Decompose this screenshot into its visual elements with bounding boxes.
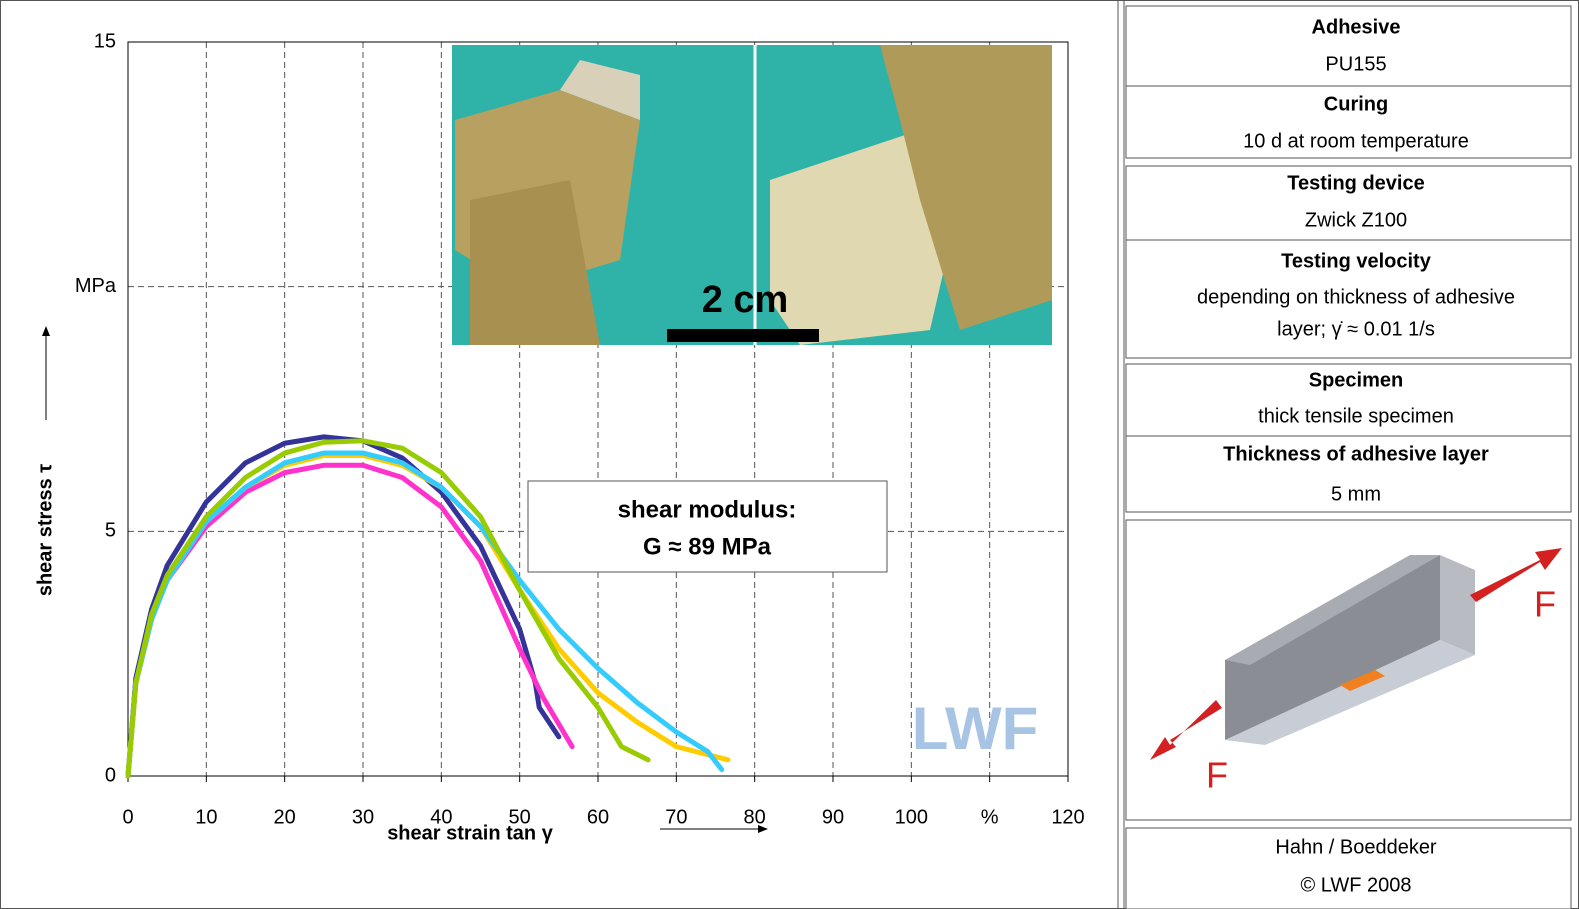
- value: 10 d at room temperature: [1243, 130, 1469, 152]
- photo: 2 cm: [452, 45, 1052, 345]
- copyright: © LWF 2008: [1300, 874, 1411, 896]
- value: PU155: [1325, 53, 1386, 75]
- x-tick-label: 20: [274, 806, 296, 828]
- logo: LWF: [912, 695, 1039, 762]
- y-axis-label: shear stress τ: [34, 464, 56, 596]
- modulus-box: shear modulus: G ≈ 89 MPa: [528, 481, 887, 572]
- x-tick-label: %: [981, 806, 999, 828]
- x-tick-label: 0: [122, 806, 133, 828]
- page: 05MPa150102030405060708090100%120 2 cm s…: [0, 0, 1579, 909]
- side-panel: Adhesive PU155 Curing 10 d at room tempe…: [1126, 6, 1571, 909]
- y-tick-label: MPa: [75, 275, 117, 297]
- annotation: G ≈ 89 MPa: [643, 533, 772, 560]
- label: Specimen: [1309, 369, 1403, 391]
- y-tick-label: 15: [94, 30, 116, 52]
- value: depending on thickness of adhesive: [1197, 286, 1515, 308]
- x-tick-label: 80: [744, 806, 766, 828]
- value: thick tensile specimen: [1258, 405, 1454, 427]
- x-tick-label: 10: [195, 806, 217, 828]
- label: Testing velocity: [1281, 250, 1432, 272]
- x-tick-label: 30: [352, 806, 374, 828]
- x-tick-label: 70: [665, 806, 687, 828]
- label: Adhesive: [1312, 16, 1401, 38]
- label: Testing device: [1287, 172, 1424, 194]
- author: Hahn / Boeddeker: [1275, 836, 1437, 858]
- value: layer; γ̇ ≈ 0.01 1/s: [1277, 318, 1435, 340]
- annotation: shear modulus:: [618, 496, 797, 523]
- x-axis-label: shear strain tan γ: [387, 822, 554, 844]
- value: Zwick Z100: [1305, 209, 1407, 231]
- y-tick-label: 0: [105, 764, 116, 786]
- x-tick-label: 100: [895, 806, 928, 828]
- y-tick-label: 5: [105, 520, 116, 542]
- x-tick-label: 90: [822, 806, 844, 828]
- scale-label: 2 cm: [702, 279, 789, 321]
- force-label: F: [1206, 755, 1228, 796]
- label: Curing: [1324, 93, 1388, 115]
- value: 5 mm: [1331, 483, 1381, 505]
- force-label: F: [1534, 584, 1556, 625]
- label: Thickness of adhesive layer: [1223, 443, 1489, 465]
- x-tick-label: 120: [1051, 806, 1084, 828]
- x-tick-label: 60: [587, 806, 609, 828]
